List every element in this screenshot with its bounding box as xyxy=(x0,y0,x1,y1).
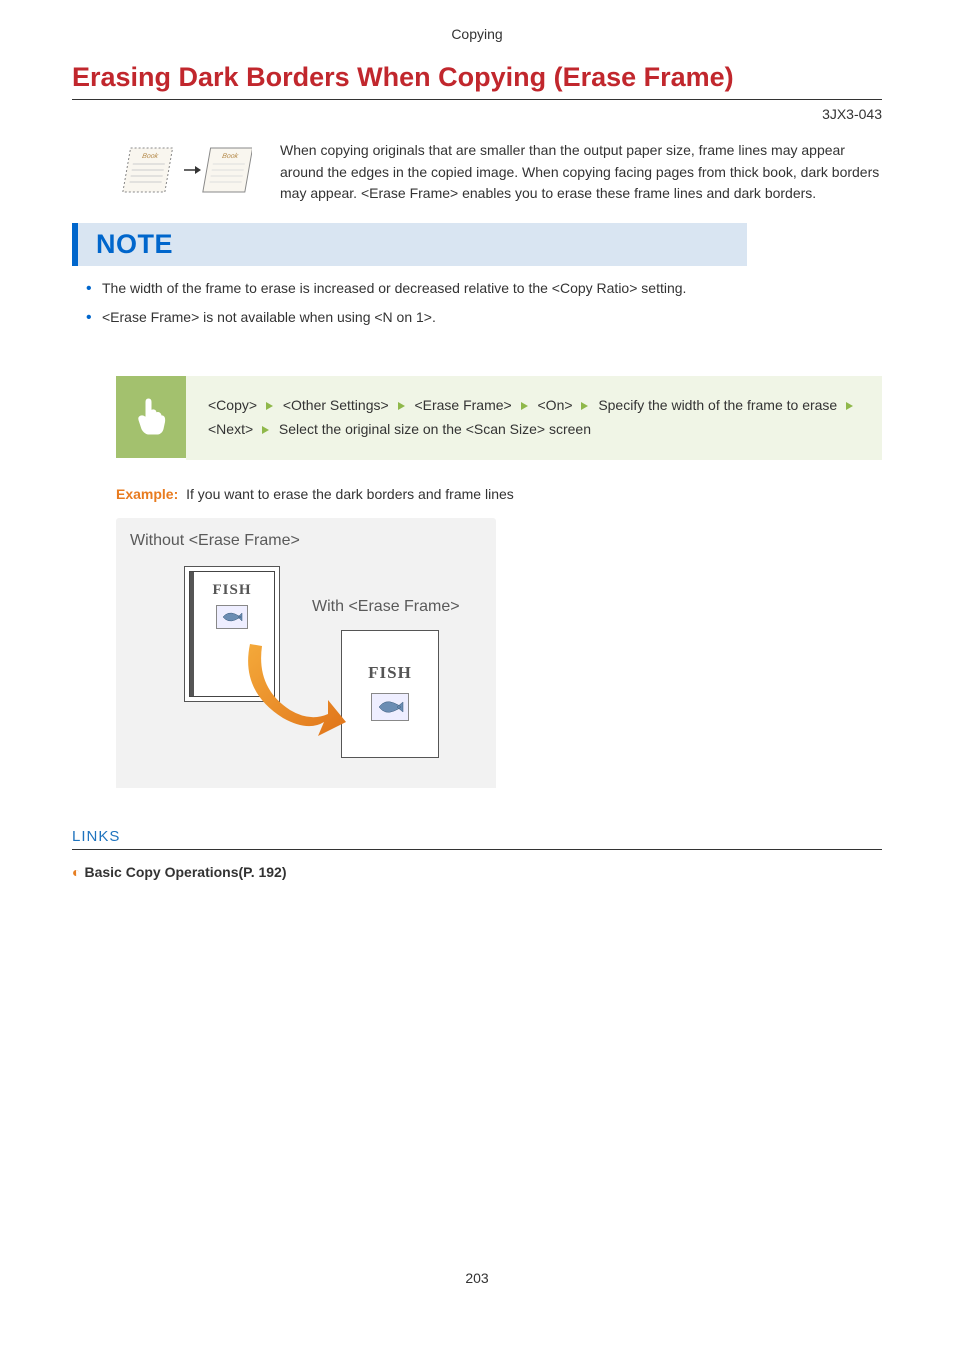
step-part: <Other Settings> xyxy=(283,397,389,413)
page-header: Copying xyxy=(0,0,954,52)
link-item[interactable]: ◐ Basic Copy Operations(P. 192) xyxy=(72,864,882,880)
pointer-hand-icon xyxy=(133,396,169,438)
link-bullet-icon: ◐ xyxy=(72,864,80,880)
steps-icon-cell xyxy=(116,376,186,458)
steps-text: <Copy> <Other Settings> <Erase Frame> <O… xyxy=(186,376,882,460)
steps-container: <Copy> <Other Settings> <Erase Frame> <O… xyxy=(116,376,882,460)
note-header: NOTE xyxy=(72,223,747,266)
step-part: Specify the width of the frame to erase xyxy=(598,397,837,413)
step-part: Select the original size on the <Scan Si… xyxy=(279,421,591,437)
fish-icon-without xyxy=(216,605,248,629)
page-content: Erasing Dark Borders When Copying (Erase… xyxy=(0,52,954,920)
note-body: The width of the frame to erase is incre… xyxy=(72,266,747,348)
intro-text: When copying originals that are smaller … xyxy=(280,140,882,205)
step-part: <Copy> xyxy=(208,397,257,413)
example-label: Example: xyxy=(116,486,178,502)
note-box: NOTE The width of the frame to erase is … xyxy=(72,223,747,348)
document-id: 3JX3-043 xyxy=(72,106,882,122)
book-label-right: Book xyxy=(222,153,240,160)
step-part: <Erase Frame> xyxy=(414,397,511,413)
page-title: Erasing Dark Borders When Copying (Erase… xyxy=(72,62,882,100)
page-number: 203 xyxy=(0,1270,954,1306)
step-part: <On> xyxy=(538,397,573,413)
links-title: LINKS xyxy=(72,828,882,850)
figure-without-label: Without <Erase Frame> xyxy=(130,532,482,550)
step-part: <Next> xyxy=(208,421,253,437)
example-line: Example: If you want to erase the dark b… xyxy=(116,486,882,502)
note-item: <Erase Frame> is not available when usin… xyxy=(102,307,739,328)
figure-with-box: FISH xyxy=(341,630,439,758)
intro-section: Book Book Wh xyxy=(72,140,882,205)
fish-icon-with xyxy=(371,693,409,721)
note-item: The width of the frame to erase is incre… xyxy=(102,278,739,299)
fish-text-without: FISH xyxy=(190,582,274,599)
book-illustration: Book Book xyxy=(122,140,252,203)
fish-text-with: FISH xyxy=(342,663,438,683)
example-text: If you want to erase the dark borders an… xyxy=(186,486,514,502)
example-figure: Without <Erase Frame> FISH With <Erase F… xyxy=(116,518,496,788)
book-label-left: Book xyxy=(142,153,160,160)
figure-with-label: With <Erase Frame> xyxy=(312,598,460,616)
link-label: Basic Copy Operations(P. 192) xyxy=(84,864,286,880)
curved-arrow-icon xyxy=(238,636,348,746)
